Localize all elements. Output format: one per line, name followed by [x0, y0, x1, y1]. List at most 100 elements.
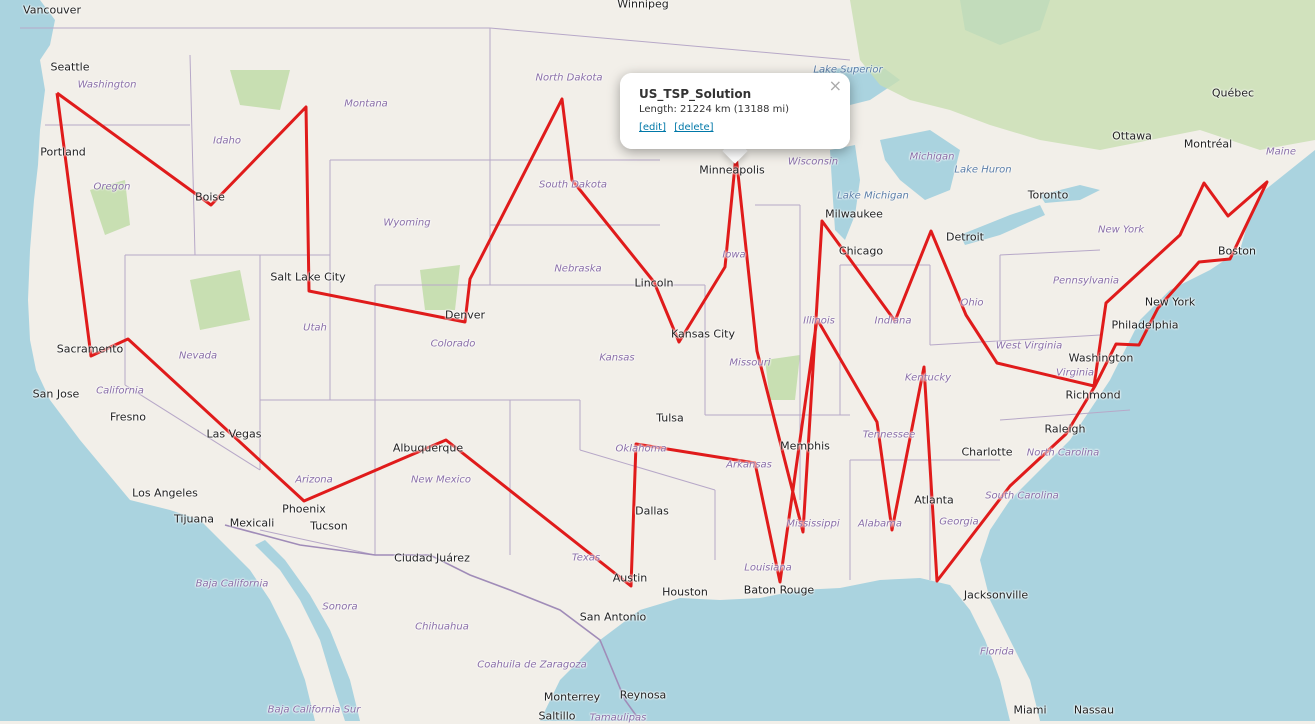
region-label: Arkansas	[726, 459, 772, 471]
region-label: Oklahoma	[615, 443, 667, 455]
atlantic-ocean	[980, 150, 1315, 721]
lake-michigan	[830, 145, 860, 240]
region-label: Coahuila de Zaragoza	[477, 659, 587, 671]
region-label: Sonora	[322, 601, 358, 613]
region-label: Mississippi	[786, 518, 840, 530]
edit-link[interactable]: [edit]	[639, 122, 667, 133]
city-label: Mexicali	[229, 516, 275, 530]
city-label: Memphis	[780, 439, 830, 453]
water-label: Lake Huron	[954, 164, 1012, 176]
tsp-route-line[interactable]	[55, 91, 1269, 588]
region-label: Florida	[979, 646, 1015, 658]
route-popup-body: US_TSP_Solution Length: 21224 km (13188 …	[620, 73, 850, 149]
region-label: Kansas	[599, 352, 635, 364]
region-label: New Mexico	[410, 474, 472, 486]
region-label: South Carolina	[985, 490, 1059, 502]
canada-forest	[850, 0, 1315, 150]
region-label: South Dakota	[538, 179, 608, 191]
region-label: Tennessee	[862, 429, 916, 441]
region-label: Wisconsin	[787, 156, 839, 168]
city-label: Tulsa	[656, 411, 684, 425]
region-label: Idaho	[213, 135, 241, 147]
region-label: Iowa	[722, 249, 746, 261]
region-label: Wyoming	[383, 217, 431, 229]
city-label: Washington	[1068, 351, 1134, 365]
city-label: Dallas	[635, 504, 669, 518]
region-label: Maine	[1265, 146, 1297, 158]
city-label: Lincoln	[634, 276, 674, 290]
region-label: Georgia	[939, 516, 979, 528]
city-label: Baton Rouge	[743, 583, 815, 597]
region-label: West Virginia	[995, 340, 1063, 352]
region-label: Nevada	[178, 350, 218, 362]
city-label: Monterrey	[543, 690, 601, 704]
city-label: Denver	[444, 308, 486, 322]
city-label: Boise	[195, 190, 225, 204]
forest-5	[190, 270, 250, 330]
region-label: Ohio	[960, 297, 984, 309]
city-label: Austin	[612, 571, 648, 585]
region-label: Texas	[571, 552, 601, 564]
city-label: Sacramento	[56, 342, 124, 356]
region-label: Montana	[344, 98, 388, 110]
city-label: Montréal	[1183, 137, 1233, 151]
city-label: Vancouver	[23, 3, 81, 17]
popup-length: Length: 21224 km (13188 mi)	[639, 104, 790, 115]
city-label: Reynosa	[619, 688, 667, 702]
city-label: Albuquerque	[392, 441, 464, 455]
water-label: Lake Superior	[813, 64, 883, 76]
gulf-of-mexico	[540, 578, 1010, 721]
region-label: Oregon	[93, 181, 131, 193]
forest-2	[230, 70, 290, 110]
region-label: Indiana	[874, 315, 912, 327]
region-label: North Carolina	[1026, 447, 1100, 459]
city-label: Ciudad Juárez	[394, 551, 470, 565]
popup-links: [edit] [delete]	[639, 122, 719, 133]
city-label: San Jose	[32, 387, 80, 401]
city-label: Kansas City	[671, 327, 735, 341]
city-label: Los Angeles	[132, 486, 198, 500]
city-label: Houston	[662, 585, 708, 599]
region-label: Missouri	[729, 357, 771, 369]
region-label: Illinois	[803, 315, 835, 327]
city-label: Tucson	[310, 519, 348, 533]
region-label: Michigan	[909, 151, 955, 163]
city-label: Winnipeg	[617, 0, 669, 11]
region-label: Nebraska	[554, 263, 602, 275]
city-label: Atlanta	[914, 493, 954, 507]
region-label: Pennsylvania	[1052, 275, 1120, 287]
city-label: Ottawa	[1112, 129, 1152, 143]
forest-3	[420, 265, 460, 310]
region-label: Washington	[77, 79, 137, 91]
city-label: New York	[1144, 295, 1196, 309]
lake-ontario	[1040, 185, 1100, 203]
city-label: Fresno	[109, 410, 147, 424]
water-label: Lake Michigan	[837, 190, 909, 202]
city-label: Las Vegas	[206, 427, 262, 441]
city-label: Minneapolis	[699, 163, 765, 177]
region-label: Arizona	[295, 474, 333, 486]
close-icon[interactable]: ×	[828, 76, 842, 95]
region-label: California	[96, 385, 144, 397]
city-label: Detroit	[946, 230, 984, 244]
international-border	[224, 524, 641, 721]
region-label: New York	[1097, 224, 1145, 236]
city-label: Phoenix	[282, 502, 326, 516]
city-label: Miami	[1013, 703, 1047, 717]
region-label: Baja California	[195, 578, 269, 590]
state-borders	[20, 27, 1131, 580]
forest-4	[765, 355, 800, 400]
region-label: North Dakota	[535, 72, 603, 84]
delete-link[interactable]: [delete]	[674, 122, 714, 133]
region-label: Utah	[303, 322, 327, 334]
region-label: Colorado	[430, 338, 476, 350]
region-label: Baja California Sur	[267, 704, 361, 716]
city-label: Philadelphia	[1111, 318, 1179, 332]
region-label: Louisiana	[744, 562, 792, 574]
city-label: Charlotte	[961, 445, 1013, 459]
region-label: Tamaulipas	[589, 712, 647, 724]
lake-erie	[960, 205, 1045, 245]
popup-title: US_TSP_Solution	[639, 87, 752, 101]
region-label: Kentucky	[904, 372, 952, 384]
pacific-ocean	[0, 0, 315, 721]
